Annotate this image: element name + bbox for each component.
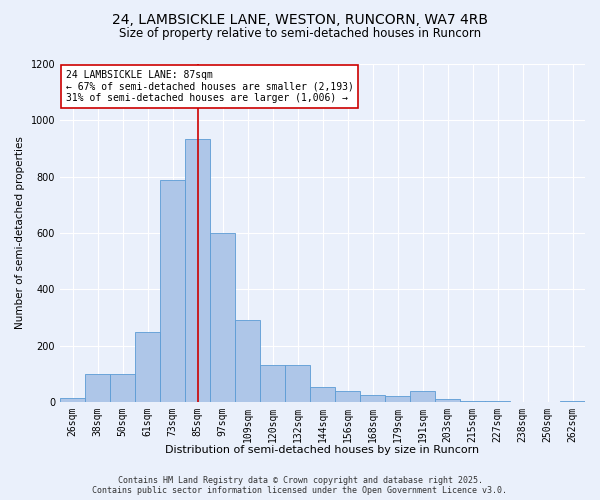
Bar (235, 320, 260, 402)
Text: 24 LAMBSICKLE LANE: 87sqm
← 67% of semi-detached houses are smaller (2,193)
31% : 24 LAMBSICKLE LANE: 87sqm ← 67% of semi-… (65, 70, 353, 103)
Bar (85, 374, 110, 402)
Bar (160, 180, 185, 402)
Bar (285, 366, 310, 402)
Bar (560, 400, 585, 402)
Bar (410, 391, 435, 402)
Bar (260, 366, 285, 402)
Text: Contains HM Land Registry data © Crown copyright and database right 2025.
Contai: Contains HM Land Registry data © Crown c… (92, 476, 508, 495)
Bar (335, 391, 360, 402)
Text: Size of property relative to semi-detached houses in Runcorn: Size of property relative to semi-detach… (119, 28, 481, 40)
Bar (385, 396, 410, 402)
Text: 24, LAMBSICKLE LANE, WESTON, RUNCORN, WA7 4RB: 24, LAMBSICKLE LANE, WESTON, RUNCORN, WA… (112, 12, 488, 26)
Bar (435, 400, 460, 402)
Bar (185, 138, 210, 402)
Bar (60, 398, 85, 402)
X-axis label: Distribution of semi-detached houses by size in Runcorn: Distribution of semi-detached houses by … (166, 445, 479, 455)
Bar (360, 395, 385, 402)
Bar (310, 386, 335, 402)
Bar (135, 332, 160, 402)
Bar (110, 374, 135, 402)
Y-axis label: Number of semi-detached properties: Number of semi-detached properties (15, 136, 25, 330)
Bar (210, 233, 235, 402)
Bar (460, 400, 485, 402)
